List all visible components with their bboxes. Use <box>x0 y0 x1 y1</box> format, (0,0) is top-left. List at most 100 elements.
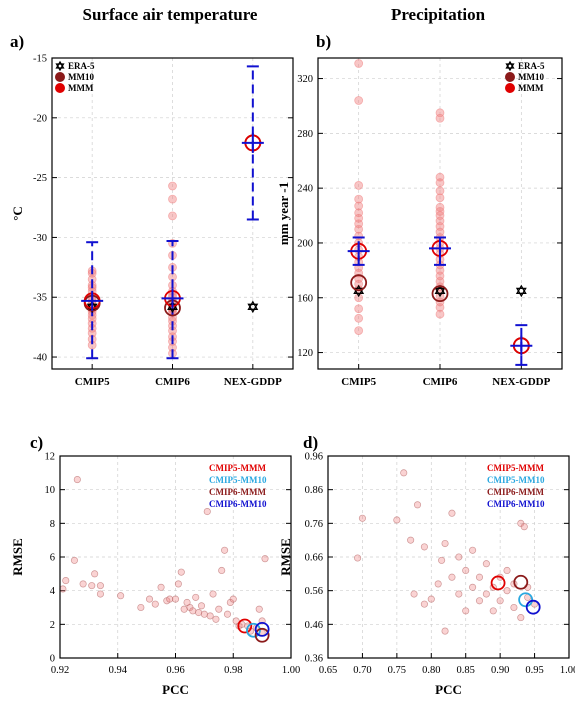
legend-era5-icon-down <box>55 63 65 72</box>
model-point <box>407 536 415 544</box>
era5-marker-down <box>434 287 446 298</box>
model-point <box>70 556 78 564</box>
model-point <box>255 605 263 613</box>
model-point <box>438 556 446 564</box>
model-point <box>354 224 364 234</box>
era5-marker-up <box>247 300 259 310</box>
model-point <box>475 597 484 605</box>
legend-label: ERA-5 <box>68 61 95 71</box>
model-point <box>96 582 104 590</box>
ytick-label: -40 <box>33 353 47 364</box>
model-point <box>435 193 445 203</box>
model-point <box>212 615 220 623</box>
model-point <box>195 608 203 617</box>
model-point <box>503 587 511 595</box>
ytick-label: 12 <box>45 452 56 463</box>
model-point <box>420 600 428 608</box>
model-point <box>469 546 477 554</box>
ytick-label: 0.46 <box>305 620 323 631</box>
model-point <box>221 546 229 554</box>
title-precipitation: Precipitation <box>391 5 486 24</box>
category-label: CMIP5 <box>341 376 376 388</box>
model-point <box>482 590 490 598</box>
model-point <box>91 570 99 578</box>
model-point <box>180 605 188 613</box>
legend-era5-icon-up <box>505 60 515 69</box>
legend-label: ERA-5 <box>518 61 545 71</box>
ytick-label: 2 <box>50 620 55 631</box>
title-temperature: Surface air temperature <box>83 5 258 24</box>
model-point <box>206 612 214 620</box>
model-point <box>462 607 470 615</box>
xtick-label: 0.70 <box>353 665 371 676</box>
ensemble-marker-1 <box>246 622 261 638</box>
model-point <box>482 560 490 568</box>
model-point <box>413 501 422 509</box>
model-point <box>420 543 428 551</box>
ytick-label: 0.56 <box>305 586 323 597</box>
model-point <box>427 595 435 603</box>
model-point <box>174 580 182 588</box>
model-point <box>517 614 525 622</box>
panel-2: c) 0 2 4 6 8 10 12 0.92 0.94 0.96 0.98 1.00 PCC RMSE CM… <box>10 433 300 697</box>
y-axis-label: °C <box>10 206 25 221</box>
model-point <box>229 595 237 603</box>
model-point <box>168 181 177 191</box>
model-point <box>503 566 511 575</box>
panel-3: d) 0.36 0.46 0.56 0.66 0.76 0.86 0.96 0.65 0.70 0.… <box>278 433 575 697</box>
era5-marker-up <box>515 284 527 295</box>
panel-1: b) 120 160 200 240 280 320 CMIP5 CMIP6 NEX-GDDP mm… <box>276 32 563 388</box>
xtick-label: 0.95 <box>525 665 543 676</box>
ytick-label: 0.76 <box>305 519 323 530</box>
model-point <box>354 326 364 336</box>
category-label: CMIP6 <box>155 376 190 388</box>
xtick-label: 0.92 <box>51 665 69 676</box>
category-label: CMIP5 <box>75 376 110 388</box>
model-point <box>520 523 528 531</box>
ensemble-marker-0 <box>237 618 253 634</box>
plot-frame <box>59 455 292 659</box>
era5-marker-down <box>353 287 365 298</box>
xtick-label: 0.80 <box>422 665 440 676</box>
ensemble-marker-1 <box>518 592 534 608</box>
ytick-label: -20 <box>33 113 47 124</box>
xtick-label: 0.96 <box>166 665 184 676</box>
xtick-label: 0.90 <box>491 665 509 676</box>
ytick-label: 0.66 <box>305 553 323 564</box>
legend-label: CMIP6-MMM <box>487 487 544 497</box>
legend-label: CMIP5-MMM <box>209 463 266 473</box>
model-point <box>79 580 87 588</box>
ensemble-marker-3 <box>525 599 541 615</box>
model-point <box>168 194 177 204</box>
model-point <box>354 201 364 211</box>
xtick-label: 0.85 <box>457 665 475 676</box>
model-point <box>145 595 154 603</box>
model-point <box>354 313 364 323</box>
ensemble-marker-2 <box>254 627 270 643</box>
model-point <box>489 607 497 615</box>
model-point <box>168 211 177 221</box>
panel-label: d) <box>303 433 318 452</box>
model-point <box>215 605 223 613</box>
legend-label: MMM <box>68 83 94 93</box>
xtick-label: 0.94 <box>109 665 128 676</box>
legend-label: MMM <box>518 83 544 93</box>
model-point <box>96 590 104 598</box>
model-point <box>435 309 445 319</box>
model-point <box>469 583 477 591</box>
ytick-label: 320 <box>297 74 313 85</box>
mm10-marker <box>431 285 449 303</box>
legend-label: CMIP5-MMM <box>487 463 544 473</box>
model-point <box>448 573 456 581</box>
legend-label: CMIP6-MM10 <box>487 499 545 509</box>
ytick-label: -25 <box>33 173 47 184</box>
model-point <box>400 469 408 477</box>
legend-label: CMIP5-MM10 <box>209 475 267 485</box>
model-point <box>137 603 145 612</box>
ytick-label: 200 <box>297 238 313 249</box>
ensemble-marker-0 <box>490 575 506 591</box>
panel-label: b) <box>316 32 331 51</box>
xtick-label: 0.75 <box>388 665 406 676</box>
legend-label: CMIP6-MMM <box>209 487 266 497</box>
